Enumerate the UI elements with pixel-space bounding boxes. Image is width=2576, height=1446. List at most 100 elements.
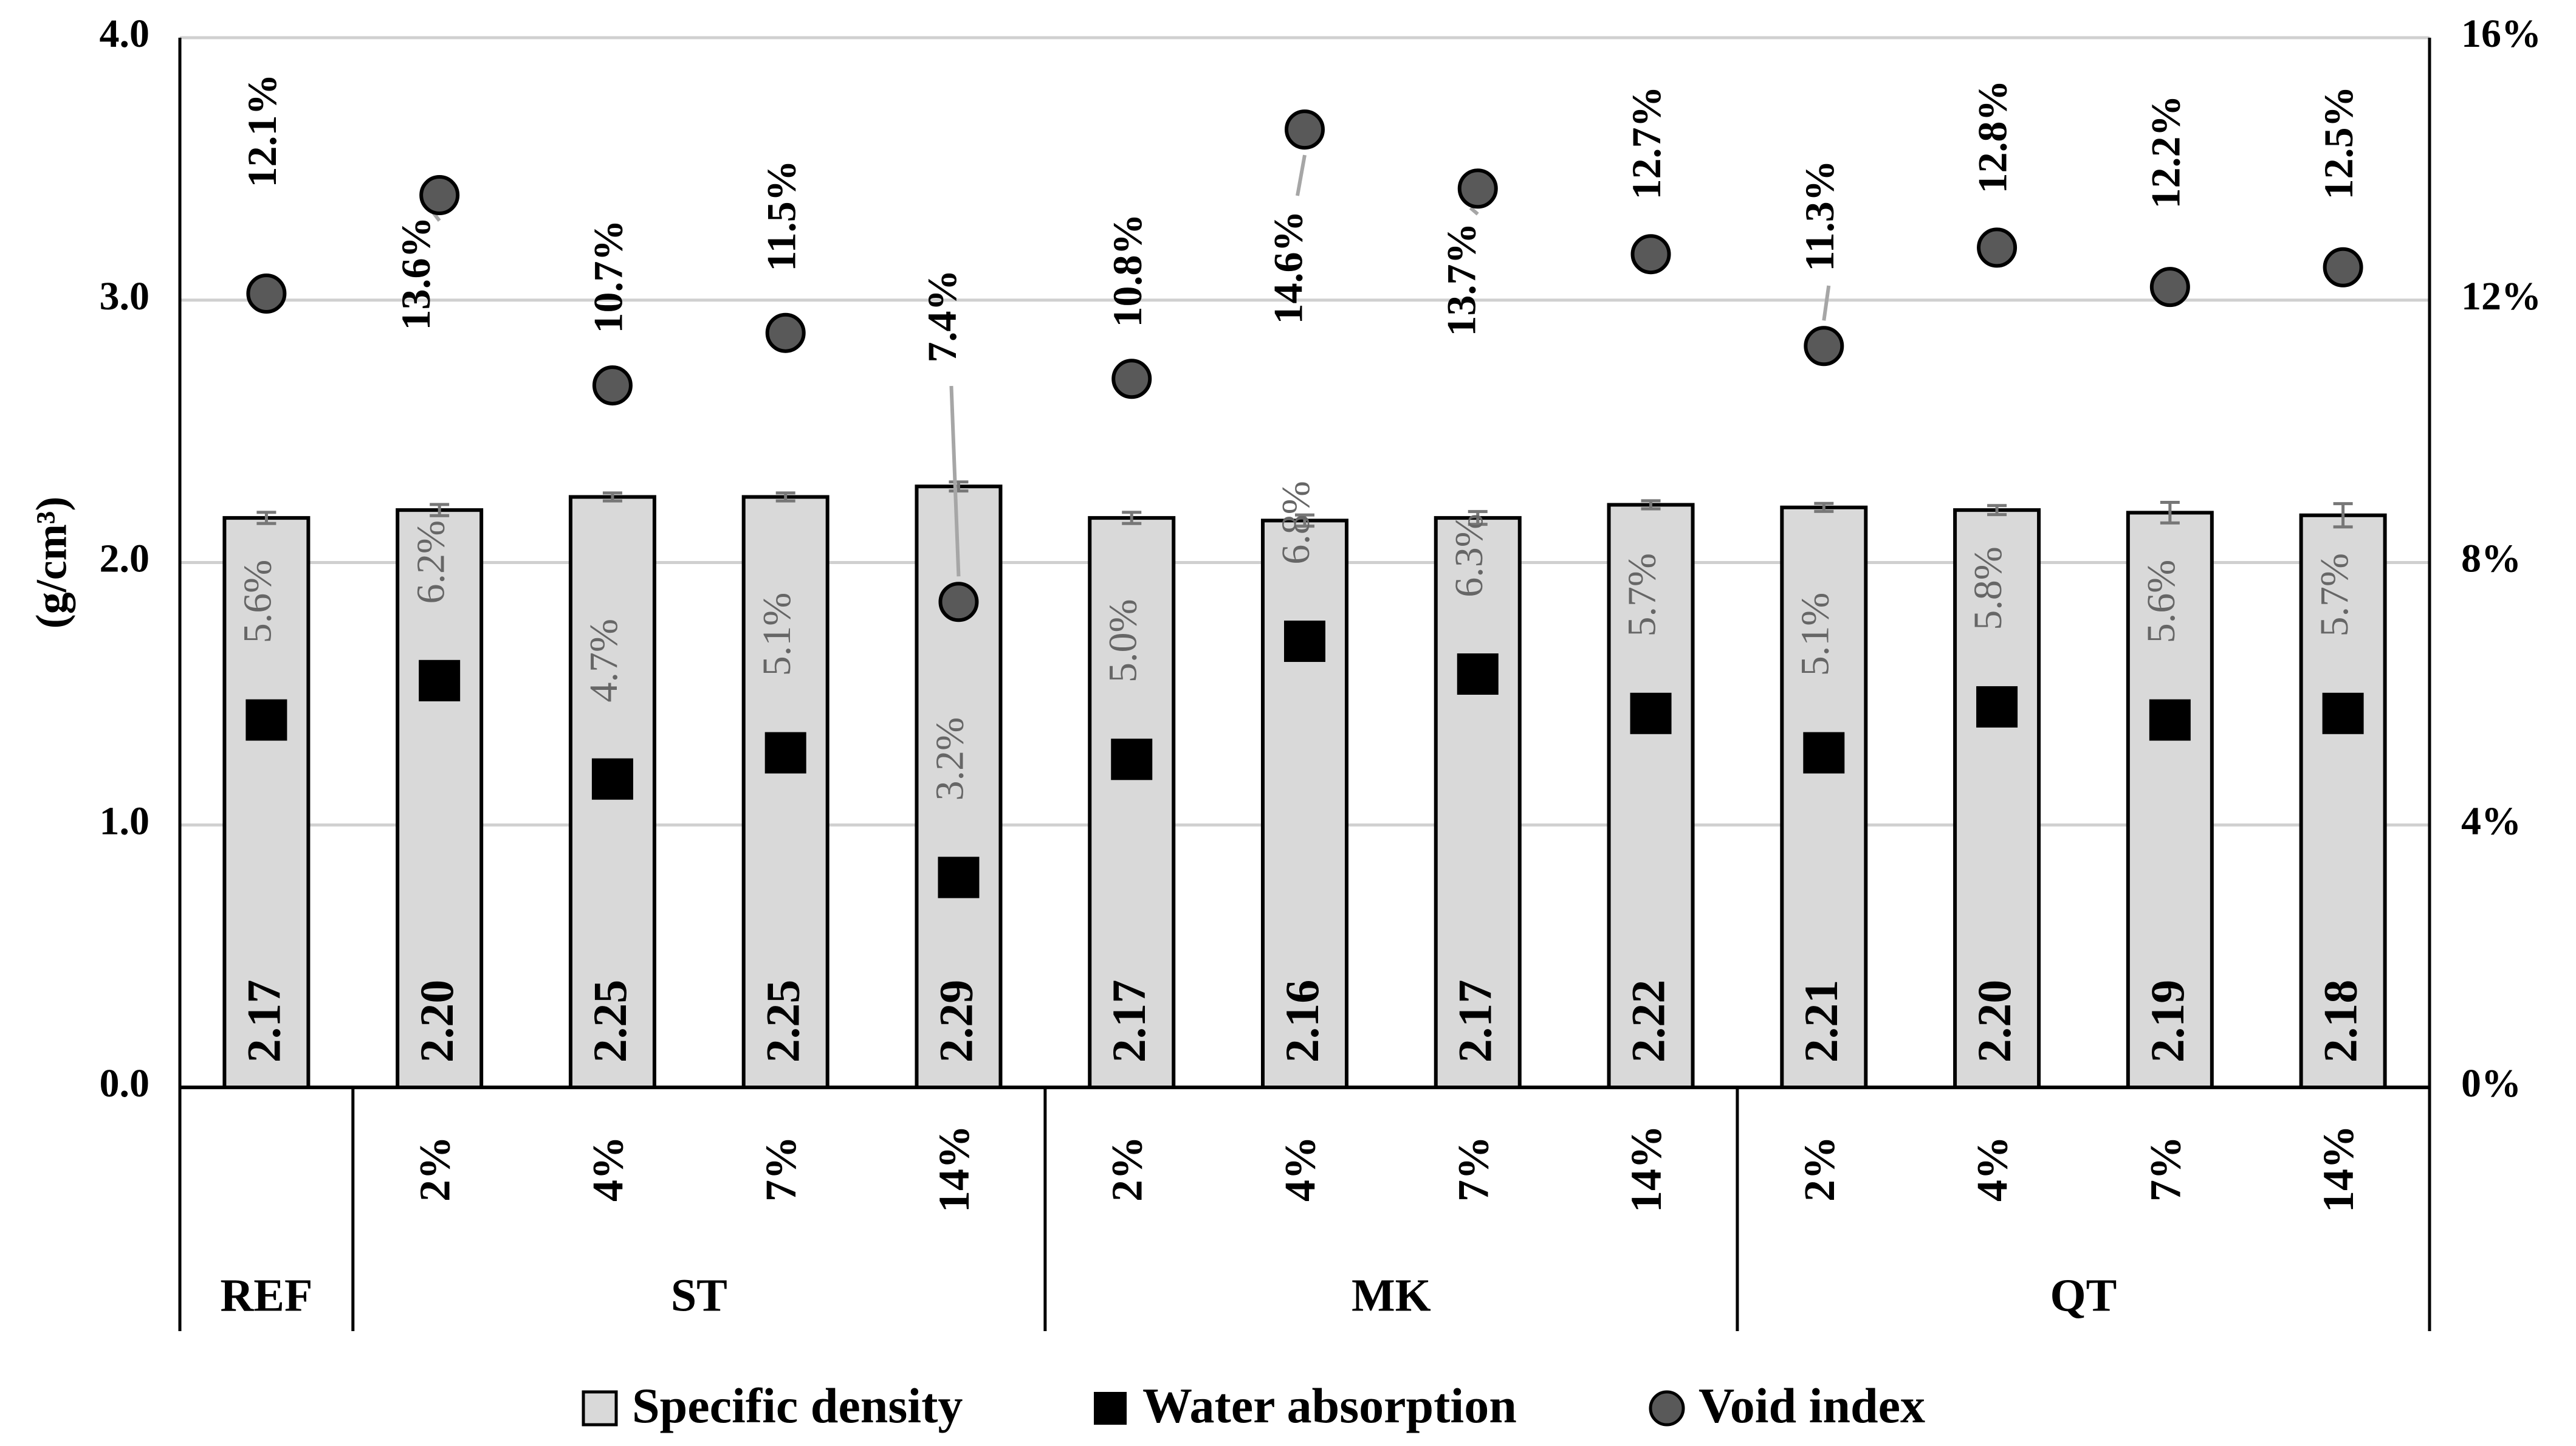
void-index-marker [1804, 326, 1844, 367]
x-category-label: 7% [2141, 1136, 2190, 1202]
x-group-label: QT [2050, 1270, 2117, 1321]
y2-tick-label: 0% [2461, 1061, 2521, 1106]
water-absorption-marker [1803, 732, 1845, 774]
void-index-label: 12.2% [2142, 95, 2188, 209]
x-category-label: 2% [1795, 1136, 1844, 1202]
legend-swatch-bar [582, 1390, 618, 1427]
y-tick-label: 4.0 [100, 12, 150, 56]
water-absorption-label: 6.2% [408, 520, 453, 604]
y2-tick-label: 4% [2461, 799, 2521, 843]
density-bar [1607, 503, 1695, 1089]
x-category-label: 4% [1968, 1136, 2017, 1202]
void-index-leader-line [1296, 154, 1307, 196]
water-absorption-label: 5.8% [1966, 546, 2010, 630]
density-bar [2299, 513, 2387, 1089]
density-bar [1261, 518, 1348, 1089]
void-index-marker [765, 312, 806, 353]
density-label: 2.25 [583, 980, 636, 1063]
void-index-marker [1630, 234, 1671, 275]
void-index-label: 11.3% [1796, 160, 1843, 271]
x-group-label: ST [671, 1270, 727, 1321]
water-absorption-label: 5.6% [2139, 560, 2183, 643]
y2-tick-label: 16% [2461, 12, 2541, 56]
density-label: 2.25 [757, 980, 809, 1063]
water-absorption-label: 6.8% [1274, 481, 1318, 564]
water-absorption-label: 5.6% [236, 560, 280, 643]
x-category-label: 4% [1276, 1136, 1325, 1202]
x-category-label: 14% [930, 1125, 978, 1213]
water-absorption-marker [2322, 692, 2364, 734]
legend-label: Water absorption [1142, 1378, 1517, 1433]
density-bar [222, 516, 311, 1089]
y-tick-label: 2.0 [100, 537, 150, 581]
x-group-label: MK [1352, 1270, 1431, 1321]
x-category-label: 2% [1103, 1136, 1152, 1202]
density-label: 2.18 [2314, 980, 2367, 1063]
water-absorption-marker [591, 758, 633, 800]
x-category-label: 2% [411, 1136, 459, 1202]
legend-swatch-square [1094, 1392, 1127, 1425]
x-category-label: 7% [757, 1136, 805, 1202]
density-label: 2.17 [1449, 980, 1502, 1063]
water-absorption-label: 5.0% [1101, 599, 1145, 683]
void-index-marker [592, 365, 633, 406]
x-category-label: 14% [2314, 1125, 2363, 1213]
density-label: 2.22 [1621, 980, 1674, 1063]
water-absorption-label: 5.1% [1793, 593, 1837, 676]
void-index-marker [2323, 247, 2363, 287]
water-absorption-label: 4.7% [582, 619, 626, 702]
density-label: 2.29 [929, 980, 982, 1063]
void-index-marker [246, 273, 287, 314]
x-category-label: 14% [1622, 1125, 1671, 1213]
density-bar [1088, 516, 1176, 1089]
void-index-marker [2149, 267, 2190, 308]
void-index-label: 11.5% [758, 160, 804, 271]
density-bar [2126, 511, 2214, 1089]
y2-tick-label: 8% [2461, 537, 2521, 581]
void-index-label: 10.8% [1104, 214, 1150, 328]
density-label: 2.19 [2141, 980, 2194, 1063]
water-absorption-marker [764, 732, 806, 774]
void-index-label: 12.1% [239, 74, 285, 188]
x-group-label: REF [220, 1270, 312, 1321]
y-axis-title: (g/cm³) [27, 497, 76, 628]
density-label: 2.17 [1102, 980, 1155, 1063]
water-absorption-marker [1457, 653, 1499, 695]
density-bar [741, 495, 829, 1089]
void-index-marker [1285, 109, 1325, 150]
water-absorption-label: 3.2% [928, 717, 972, 800]
density-label: 2.21 [1795, 980, 1847, 1063]
y-tick-label: 0.0 [100, 1061, 150, 1106]
legend-label: Specific density [632, 1378, 963, 1433]
void-index-label: 12.8% [1970, 80, 2016, 194]
legend-label: Void index [1698, 1378, 1925, 1433]
legend-water-absorption: Water absorption [1094, 1378, 1517, 1433]
void-index-marker [1457, 168, 1498, 209]
void-index-label: 14.6% [1265, 211, 1311, 325]
water-absorption-marker [1284, 621, 1325, 663]
y-tick-label: 1.0 [100, 799, 150, 843]
water-absorption-marker [1111, 738, 1153, 780]
void-index-label: 13.7% [1438, 223, 1484, 337]
x-category-label: 4% [583, 1136, 632, 1202]
water-absorption-label: 5.1% [755, 593, 799, 676]
void-index-leader-line [1822, 285, 1831, 321]
water-absorption-marker [246, 699, 287, 741]
x-category-label: 7% [1449, 1136, 1497, 1202]
density-bar [1434, 516, 1522, 1089]
void-index-marker [938, 582, 979, 622]
void-index-label: 7.4% [919, 270, 965, 363]
y-tick-label: 3.0 [100, 274, 150, 318]
void-index-label: 13.6% [393, 217, 439, 331]
void-index-label: 10.7% [585, 220, 631, 334]
water-absorption-marker [1630, 692, 1672, 734]
density-label: 2.20 [1968, 980, 2021, 1063]
void-index-label: 12.7% [1623, 86, 1669, 200]
legend-specific-density: Specific density [582, 1378, 963, 1433]
y2-tick-label: 12% [2461, 274, 2541, 318]
density-label: 2.16 [1276, 980, 1328, 1063]
void-index-leader-line [1469, 206, 1479, 216]
void-index-label: 12.5% [2315, 86, 2361, 200]
density-label: 2.20 [410, 980, 463, 1063]
